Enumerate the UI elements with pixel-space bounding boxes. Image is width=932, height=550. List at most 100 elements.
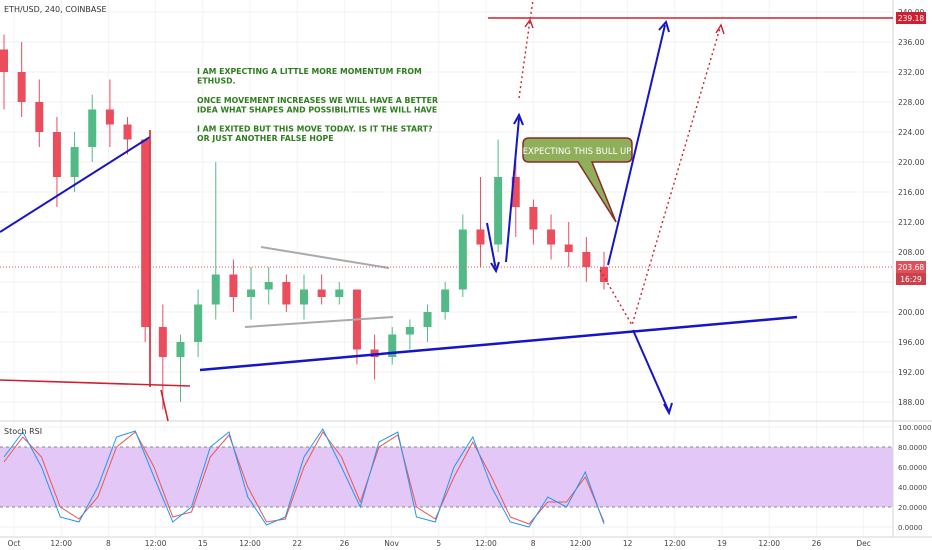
bull-path-2[interactable] xyxy=(616,24,666,229)
note-line: IDEA WHAT SHAPES AND POSSIBILITIES WE WI… xyxy=(197,105,437,114)
countdown-tag xyxy=(896,273,926,285)
symbol-title: ETH/USD, 240, COINBASE xyxy=(4,5,107,14)
candle-body xyxy=(17,72,26,102)
countdown-label: 16:29 xyxy=(900,275,922,284)
stoch-band xyxy=(0,447,893,507)
time-tick-label: 12 xyxy=(623,539,633,548)
candle-body xyxy=(441,289,450,312)
arrow-down-small[interactable] xyxy=(486,222,497,271)
triangle-lower[interactable] xyxy=(244,316,394,328)
time-tick-label: 26 xyxy=(812,539,822,548)
resistance-price-label: 239.18 xyxy=(898,14,924,23)
time-tick-label: 19 xyxy=(717,539,727,548)
price-tick-label: 216.00 xyxy=(898,188,924,197)
candle-body xyxy=(423,312,432,327)
candle-body xyxy=(176,342,185,357)
price-tick-label: 196.00 xyxy=(898,338,924,347)
candle-body xyxy=(476,229,485,245)
note-line: ONCE MOVEMENT INCREASES WE WILL HAVE A B… xyxy=(197,96,438,105)
candle-body xyxy=(335,289,344,297)
candle-body xyxy=(529,207,538,230)
candle-body xyxy=(264,282,273,290)
stoch-k-line xyxy=(3,428,605,528)
time-tick-label: 12:00 xyxy=(570,539,592,548)
time-tick-label: 26 xyxy=(340,539,350,548)
resistance-price-tag xyxy=(896,12,926,24)
projection-dip-rally[interactable] xyxy=(599,27,721,327)
stoch-tick-label: 60.0000 xyxy=(898,464,927,472)
time-tick-label: Dec xyxy=(856,539,871,548)
stoch-tick-label: 0.0000 xyxy=(898,524,923,532)
price-axis[interactable]: 240.00236.00232.00228.00224.00220.00216.… xyxy=(898,8,924,407)
candle-body xyxy=(105,109,114,125)
time-tick-label: 5 xyxy=(436,539,441,548)
price-tick-label: 224.00 xyxy=(898,128,924,137)
time-tick-label: 12:00 xyxy=(664,539,686,548)
price-tick-label: 232.00 xyxy=(898,68,924,77)
last-price-label: 203.68 xyxy=(898,263,924,272)
note-line: I AM EXITED BUT THIS MOVE TODAY. IS IT T… xyxy=(197,125,433,134)
analysis-notes: I AM EXPECTING A LITTLE MORE MOMENTUM FR… xyxy=(197,67,438,143)
stoch-tick-label: 40.0000 xyxy=(898,484,927,492)
candle-body xyxy=(35,102,44,132)
candle-body xyxy=(123,124,132,140)
bear-path[interactable] xyxy=(632,329,670,413)
price-tick-label: 192.00 xyxy=(898,368,924,377)
candle-body xyxy=(141,139,150,327)
candle-body xyxy=(582,252,591,267)
time-tick-label: 8 xyxy=(531,539,536,548)
candle-body xyxy=(547,229,556,245)
callout-text: EXPECTING THIS BULL UP xyxy=(523,147,632,157)
note-line: OR JUST ANOTHER FALSE HOPE xyxy=(197,134,334,143)
bull-path-1[interactable] xyxy=(607,227,618,266)
time-tick-label: 12:00 xyxy=(145,539,167,548)
stoch-axis[interactable]: 100.0000 80.0000 60.0000 40.0000 20.0000 0.00… xyxy=(898,424,931,532)
time-tick-label: 12:00 xyxy=(50,539,72,548)
triangle-upper[interactable] xyxy=(260,246,390,269)
candle-body xyxy=(194,304,203,342)
price-tick-label: 208.00 xyxy=(898,248,924,257)
candle-body xyxy=(511,177,520,207)
time-tick-label: 22 xyxy=(292,539,302,548)
support-low-line[interactable] xyxy=(0,379,191,387)
drop-continuation-line[interactable] xyxy=(160,389,169,422)
time-tick-label: 15 xyxy=(198,539,208,548)
stoch-d-line xyxy=(3,431,605,525)
downtrend-line[interactable] xyxy=(0,136,151,233)
candle-body xyxy=(317,289,326,297)
support-trendline[interactable] xyxy=(199,315,798,372)
bear-arrow-head xyxy=(663,402,673,416)
candle-body xyxy=(70,147,79,177)
time-tick-label: 12:00 xyxy=(475,539,497,548)
time-tick-label: Nov xyxy=(384,539,399,548)
price-tick-label: 220.00 xyxy=(898,158,924,167)
stoch-tick-label: 20.0000 xyxy=(898,504,927,512)
arrow-down-small-head xyxy=(490,261,500,274)
price-tick-label: 200.00 xyxy=(898,308,924,317)
projection-high-head xyxy=(524,18,534,29)
candle-body xyxy=(247,289,256,297)
candle-body xyxy=(405,327,414,335)
arrow-up-small[interactable] xyxy=(505,117,520,263)
candle-body xyxy=(211,274,220,305)
callout-bubble xyxy=(522,137,633,223)
candle-body xyxy=(600,267,608,282)
candle-body xyxy=(494,177,503,245)
candle-body xyxy=(300,289,308,305)
projection-high[interactable] xyxy=(518,0,534,99)
callout[interactable]: EXPECTING THIS BULL UP xyxy=(522,137,633,223)
time-axis[interactable]: Oct 12:00 8 12:00 15 12:00 22 26 Nov 5 12:00 8 12:00… xyxy=(8,539,871,548)
stoch-grid xyxy=(0,426,893,528)
candle-body xyxy=(564,244,573,252)
drawings xyxy=(0,0,893,422)
candle-body xyxy=(388,334,397,357)
candle-body xyxy=(458,229,467,290)
candle-body xyxy=(229,274,238,297)
projection-dip-rally-head xyxy=(715,23,725,35)
price-tick-label: 236.00 xyxy=(898,38,924,47)
indicator-title: Stoch RSI xyxy=(4,427,42,436)
candle-body xyxy=(88,109,97,147)
price-tick-label: 228.00 xyxy=(898,98,924,107)
bull-arrow-head xyxy=(658,19,670,33)
